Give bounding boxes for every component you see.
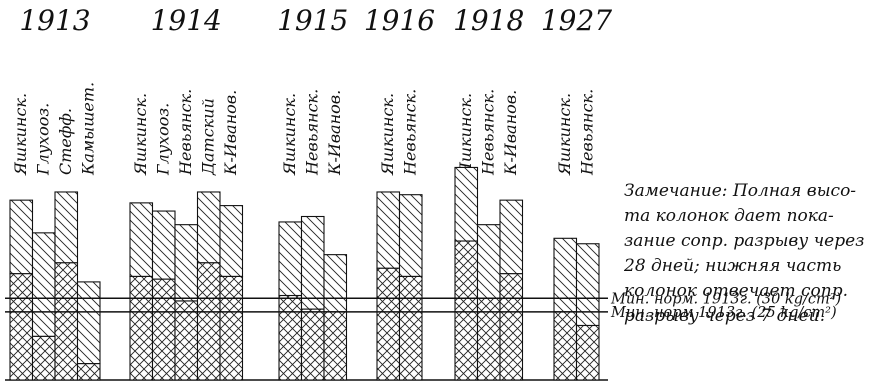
bar-28-day: [499, 199, 524, 275]
bar-28-day: [151, 210, 176, 280]
year-label: 1914: [151, 4, 222, 37]
year-label: 1915: [277, 4, 348, 37]
bar-7-day: [151, 278, 176, 381]
plant-label: К-Иванов.: [325, 90, 344, 176]
bar-28-day: [196, 191, 221, 264]
plant-label: Яшкинск.: [11, 93, 30, 176]
plant-label: Яшкинск.: [378, 93, 397, 176]
note-line-3: зание сопр. разрыву через: [624, 231, 864, 251]
bar-28-day: [575, 243, 600, 327]
bar-28-day: [31, 232, 56, 337]
bar-28-day: [553, 237, 578, 313]
bar-28-day: [376, 191, 401, 269]
note-line-2: та колонок дает пока-: [624, 206, 834, 226]
bar-7-day: [454, 240, 479, 381]
reference-line-label: Мин. норм. 1913г. (30 kg/cm²): [610, 291, 841, 307]
year-label: 1927: [541, 4, 612, 37]
bar-28-day: [129, 202, 154, 277]
plant-label: Невьянск.: [303, 89, 322, 176]
bar-28-day: [76, 281, 101, 365]
bar-28-day: [278, 221, 303, 297]
bar-7-day: [376, 267, 401, 381]
bar-28-day: [174, 224, 199, 302]
bar-7-day: [54, 262, 79, 381]
plant-label: Яшкинск.: [555, 93, 574, 176]
bar-7-day: [476, 297, 501, 381]
bar-7-day: [278, 294, 303, 381]
plant-label: Невьянск.: [479, 89, 498, 176]
bar-7-day: [129, 275, 154, 381]
note-line-1: Замечание: Полная высо-: [624, 181, 856, 201]
bar-7-day: [323, 311, 348, 381]
bar-28-day: [9, 199, 34, 275]
plant-label: Яшкинск.: [280, 93, 299, 176]
plant-label: Невьянск.: [176, 89, 195, 176]
year-label: 1918: [453, 4, 524, 37]
note-line-5: колонок отвечает сопр.: [624, 281, 848, 301]
plant-label: Датский: [199, 98, 218, 176]
plant-label: Яшкинск.: [131, 93, 150, 176]
bar-7-day: [76, 363, 101, 381]
plant-label: Невьянск.: [578, 89, 597, 176]
year-label: 1916: [364, 4, 435, 37]
plant-label: Глухооз.: [34, 103, 53, 176]
bar-7-day: [553, 311, 578, 381]
note-line-4: 28 дней; нижняя часть: [623, 256, 841, 276]
note-line-6: разрыву через 7 дней.: [624, 306, 825, 326]
plant-label: Яшкинск.: [456, 93, 475, 176]
plant-label: К-Иванов.: [221, 90, 240, 176]
note-layer: Замечание: Полная высо- та колонок дает …: [623, 181, 864, 326]
bar-28-day: [454, 166, 479, 242]
plant-label: Стефф.: [56, 108, 75, 175]
bar-28-day: [219, 205, 244, 278]
bar-7-day: [9, 273, 34, 381]
bar-7-day: [398, 275, 423, 381]
bar-28-day: [323, 254, 348, 313]
plant-label: Камышет.: [79, 82, 98, 176]
bar-7-day: [499, 273, 524, 381]
plant-label: Невьянск.: [401, 89, 420, 176]
reference-lines-layer: Мин. норм. 1913г. (30 kg/cm²)Мин. норм 1…: [5, 291, 841, 321]
plant-label: Глухооз.: [154, 103, 173, 176]
reference-line-label: Мин. норм 1913г. (25 kg/cm²): [610, 305, 837, 321]
bars-layer: [5, 166, 608, 381]
bar-7-day: [219, 275, 244, 381]
bar-28-day: [476, 224, 501, 299]
plant-label: К-Иванов.: [501, 90, 520, 176]
bar-7-day: [300, 308, 325, 381]
year-label: 1913: [19, 4, 90, 37]
bar-7-day: [31, 335, 56, 381]
bar-7-day: [174, 300, 199, 381]
bar-28-day: [300, 215, 325, 310]
bar-28-day: [398, 194, 423, 277]
bar-28-day: [54, 191, 79, 264]
bar-7-day: [196, 262, 221, 381]
bar-7-day: [575, 324, 600, 381]
